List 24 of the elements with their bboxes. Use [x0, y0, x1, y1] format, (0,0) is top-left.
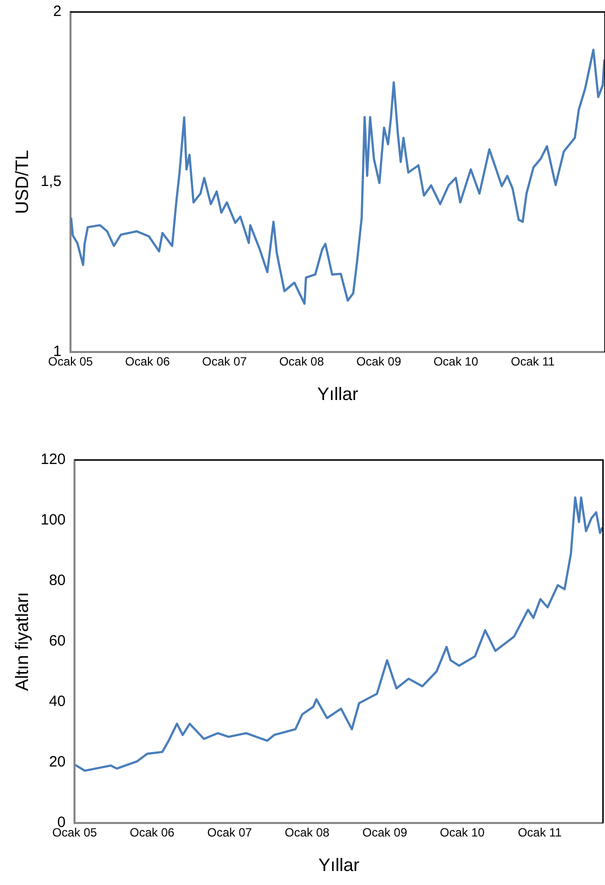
y-tick-label: 1,5: [40, 173, 62, 190]
y-axis-title: Altın fiyatları: [12, 592, 32, 692]
x-tick-label: Ocak 09: [362, 826, 408, 840]
x-tick-label: Ocak 10: [440, 826, 485, 840]
y-tick-label: 40: [48, 693, 66, 710]
x-tick-label: Ocak 11: [510, 354, 556, 369]
y-tick-label: 20: [48, 754, 66, 771]
y-tick-label: 60: [48, 632, 66, 650]
y-tick-label: 120: [40, 451, 66, 468]
x-tick-label: Ocak 08: [279, 354, 324, 369]
x-tick-label: Ocak 11: [518, 826, 562, 840]
x-tick-label: Ocak 06: [130, 826, 175, 840]
x-axis-title: Yıllar: [317, 384, 358, 404]
x-axis-title: Yıllar: [318, 855, 360, 876]
x-tick-label: Ocak 07: [207, 826, 252, 840]
y-tick-label: 100: [40, 512, 66, 529]
x-tick-label: Ocak 10: [433, 354, 478, 369]
y-tick-label: 80: [48, 572, 66, 590]
y-axis-title: USD/TL: [12, 150, 32, 214]
x-tick-label: Ocak 08: [284, 826, 330, 840]
y-tick-label: 2: [53, 3, 62, 20]
x-tick-label: Ocak 09: [356, 354, 402, 369]
x-tick-label: Ocak 07: [202, 354, 248, 369]
x-tick-label: Ocak 06: [125, 354, 170, 369]
